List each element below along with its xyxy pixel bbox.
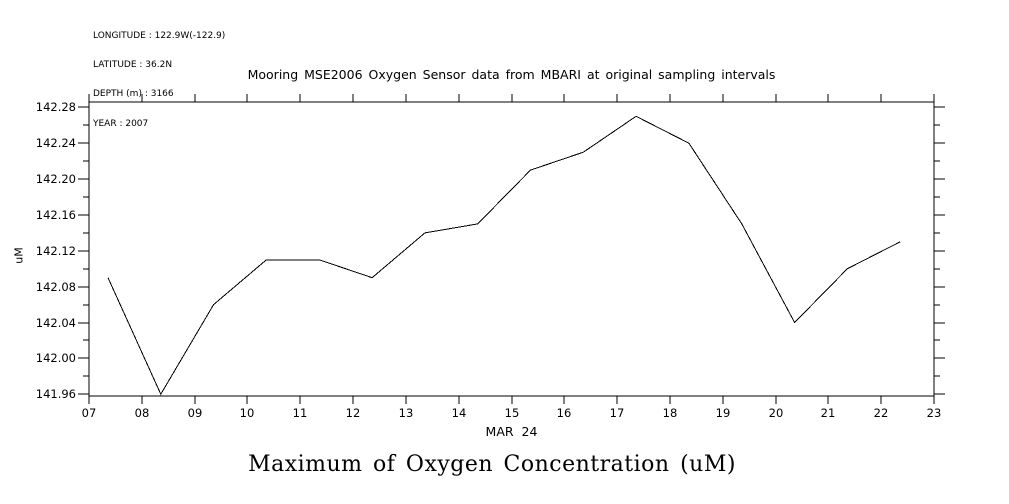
station-metadata: LONGITUDE : 122.9W(-122.9) LATITUDE : 36… <box>93 12 225 149</box>
y-tick-label: 142.00 <box>36 351 76 365</box>
x-tick-label: 13 <box>399 406 414 420</box>
y-tick-label: 142.24 <box>36 136 76 150</box>
x-tick-label: 18 <box>663 406 678 420</box>
x-tick-label: 16 <box>557 406 572 420</box>
x-tick-label: 21 <box>821 406 836 420</box>
chart-title: Mooring MSE2006 Oxygen Sensor data from … <box>247 67 776 82</box>
x-tick-label: 22 <box>874 406 889 420</box>
x-tick-label: 09 <box>188 406 203 420</box>
y-tick-label: 141.96 <box>36 387 76 401</box>
x-tick-label: 11 <box>293 406 308 420</box>
y-tick-label: 142.20 <box>36 172 76 186</box>
x-tick-label: 12 <box>346 406 361 420</box>
meta-latitude: LATITUDE : 36.2N <box>93 59 173 70</box>
x-tick-label: 15 <box>505 406 520 420</box>
x-tick-label: 17 <box>610 406 625 420</box>
meta-depth: DEPTH (m) : 3166 <box>93 89 174 100</box>
figure-caption: Maximum of Oxygen Concentration (uM) <box>248 452 736 477</box>
y-tick-label: 142.08 <box>36 280 76 294</box>
y-tick-label: 142.16 <box>36 208 76 222</box>
x-tick-label: 23 <box>927 406 942 420</box>
x-tick-label: 19 <box>716 406 731 420</box>
meta-year: YEAR : 2007 <box>93 118 149 129</box>
x-axis-date-label: MAR 24 <box>485 424 538 439</box>
x-tick-label: 08 <box>135 406 150 420</box>
x-tick-label: 20 <box>769 406 784 420</box>
x-tick-label: 14 <box>452 406 467 420</box>
x-tick-label: 10 <box>240 406 255 420</box>
y-tick-label: 142.12 <box>36 244 76 258</box>
y-tick-label: 142.28 <box>36 100 76 114</box>
x-tick-label: 07 <box>82 406 97 420</box>
oxygen-series-line <box>107 115 901 396</box>
y-tick-label: 142.04 <box>36 316 76 330</box>
meta-longitude: LONGITUDE : 122.9W(-122.9) <box>93 30 226 41</box>
plot-frame <box>88 101 935 397</box>
